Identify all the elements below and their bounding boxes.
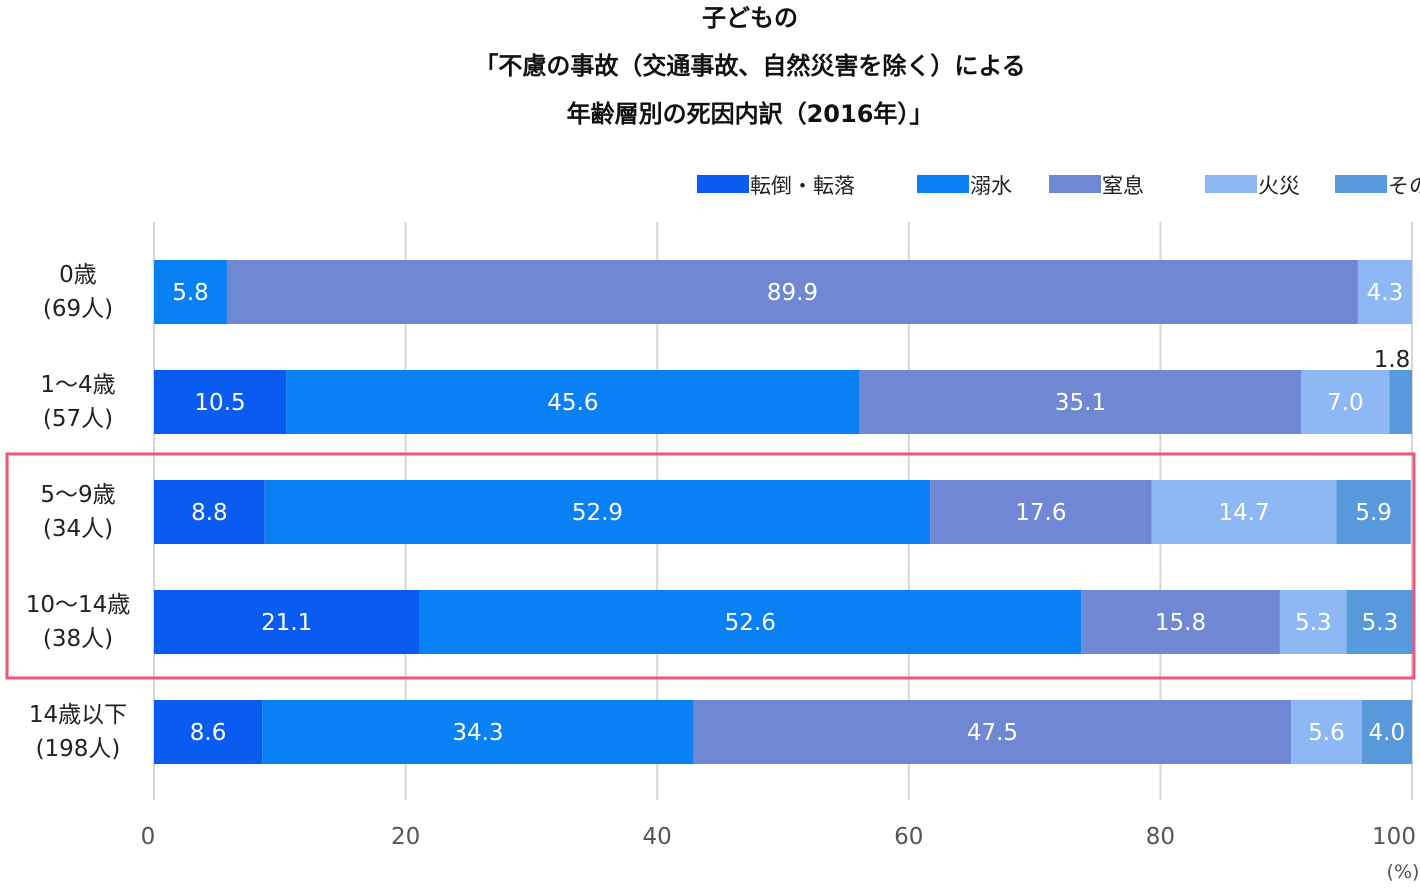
bar-segment: [154, 480, 265, 544]
data-label: 1.8: [1374, 347, 1411, 373]
data-label: 8.6: [190, 720, 227, 746]
x-tick-label: 60: [894, 824, 923, 850]
category-count-label: (38人): [43, 626, 113, 652]
bar-segment: [1361, 700, 1412, 764]
category-count-label: (34人): [43, 516, 113, 542]
category-count-label: (69人): [43, 296, 113, 322]
bar-segment: [286, 370, 860, 434]
bars: 5.8 89.9 4.3 10.5 45.6 35.1 7.0 1.8 8.8 52.9 17.6 1…: [154, 260, 1414, 764]
legend: 転倒・転落 溺水 窒息 火災 その他: [697, 174, 1420, 198]
legend-label: その他: [1388, 174, 1420, 198]
x-tick-label: 20: [391, 824, 420, 850]
category-labels: 0歳 (69人) 1〜4歳 (57人) 5〜9歳 (34人) 10〜14歳 (38人) 14歳以…: [26, 262, 131, 762]
legend-swatch: [1335, 175, 1387, 193]
data-label: 21.1: [261, 610, 312, 636]
data-label: 5.9: [1355, 500, 1392, 526]
bar-segment: [1151, 480, 1337, 544]
chart-title-line-2: 「不慮の事故（交通事故、自然災害を除く）による: [474, 52, 1025, 80]
data-label: 5.6: [1308, 720, 1345, 746]
bar-segment: [154, 260, 227, 324]
bar-segment: [1346, 590, 1414, 654]
legend-label: 火災: [1258, 174, 1300, 198]
data-label: 34.3: [452, 720, 503, 746]
data-label: 5.8: [172, 280, 209, 306]
bar-segment: [1291, 700, 1362, 764]
bar-segment: [1336, 480, 1411, 544]
legend-label: 溺水: [970, 174, 1012, 198]
category-label: 5〜9歳: [40, 482, 115, 508]
highlight-box: [5, 452, 1416, 680]
data-label: 52.9: [572, 500, 623, 526]
category-label: 0歳: [59, 262, 97, 288]
chart-title-line-1: 子どもの: [702, 4, 798, 32]
chart-title-line-3: 年齢層別の死因内訳（2016年）」: [567, 100, 934, 128]
bar-segment: [693, 700, 1292, 764]
data-label: 10.5: [194, 390, 245, 416]
data-label: 15.8: [1155, 610, 1206, 636]
bar-segment: [154, 590, 420, 654]
bar-segment: [154, 370, 287, 434]
data-label: 5.3: [1362, 610, 1399, 636]
bar-segment: [1081, 590, 1280, 654]
bar-segment: [262, 700, 694, 764]
data-label: 4.0: [1369, 720, 1406, 746]
bar-segment: [859, 370, 1302, 434]
bar-segment: [1389, 370, 1412, 434]
data-label: 5.3: [1295, 610, 1332, 636]
data-label: 14.7: [1218, 500, 1269, 526]
bar-segment: [419, 590, 1082, 654]
category-label: 1〜4歳: [40, 372, 115, 398]
data-label: 4.3: [1367, 280, 1404, 306]
bar-segment: [264, 480, 931, 544]
data-label: 52.6: [725, 610, 776, 636]
legend-swatch: [1205, 175, 1257, 193]
data-label: 47.5: [967, 720, 1018, 746]
x-tick-label: 0: [141, 824, 156, 850]
legend-label: 転倒・転落: [750, 174, 855, 198]
x-axis-ticks: 0 20 40 60 80 100: [141, 824, 1416, 850]
category-count-label: (198人): [36, 736, 121, 762]
data-label: 35.1: [1055, 390, 1106, 416]
bar-segment: [226, 260, 1358, 324]
data-label: 17.6: [1015, 500, 1066, 526]
category-count-label: (57人): [43, 406, 113, 432]
data-label: 8.8: [191, 500, 228, 526]
bar-segment: [1357, 260, 1412, 324]
data-label: 45.6: [547, 390, 598, 416]
bar-segment: [154, 700, 263, 764]
x-tick-label: 80: [1146, 824, 1175, 850]
legend-label: 窒息: [1102, 174, 1144, 198]
data-label: 89.9: [767, 280, 818, 306]
x-axis-unit: (%): [1387, 861, 1420, 883]
bar-segment: [930, 480, 1152, 544]
category-label: 14歳以下: [29, 702, 127, 728]
data-label: 7.0: [1327, 390, 1364, 416]
x-tick-label: 100: [1372, 824, 1416, 850]
x-tick-label: 40: [643, 824, 672, 850]
legend-swatch: [917, 175, 969, 193]
category-label: 10〜14歳: [26, 592, 131, 618]
legend-swatch: [1049, 175, 1101, 193]
bar-segment: [1301, 370, 1390, 434]
chart-title: 子どもの 「不慮の事故（交通事故、自然災害を除く）による 年齢層別の死因内訳（2…: [474, 4, 1025, 128]
bar-segment: [1279, 590, 1347, 654]
legend-swatch: [697, 175, 749, 193]
